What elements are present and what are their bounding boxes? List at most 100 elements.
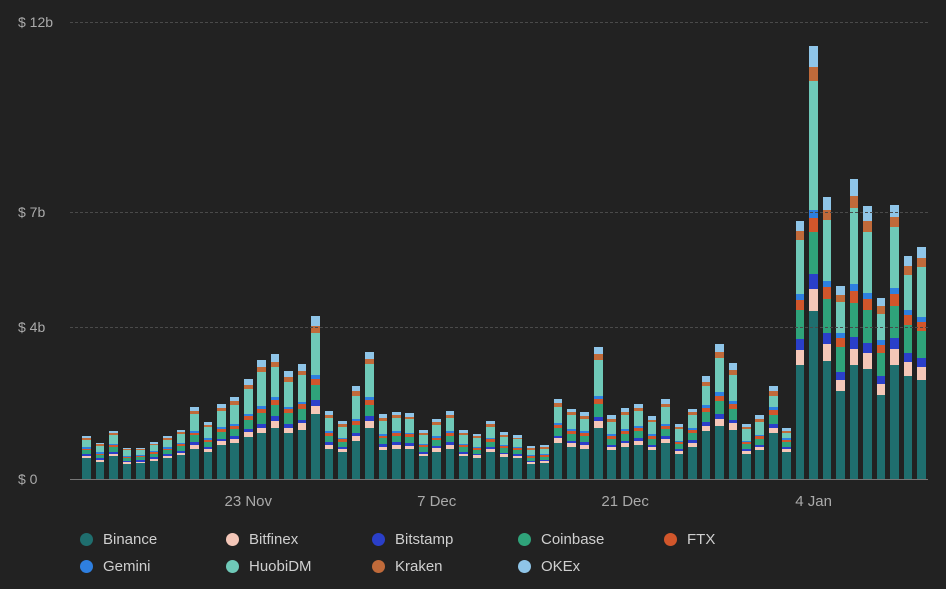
- bar[interactable]: [729, 363, 738, 479]
- bar[interactable]: [809, 46, 818, 479]
- bar-segment-coinbase: [877, 353, 886, 376]
- bar-segment-coinbase: [446, 436, 455, 443]
- gridline: [70, 22, 928, 23]
- bar[interactable]: [123, 448, 132, 479]
- bar-segment-bitstamp: [836, 372, 845, 380]
- bar[interactable]: [715, 344, 724, 479]
- bar[interactable]: [850, 179, 859, 479]
- bar-segment-bitfinex: [594, 421, 603, 428]
- legend-item-bitstamp[interactable]: Bitstamp: [372, 531, 482, 548]
- bar-segment-huobidm: [823, 220, 832, 281]
- bar[interactable]: [446, 411, 455, 479]
- bar-segment-huobidm: [809, 81, 818, 210]
- bar[interactable]: [392, 412, 401, 479]
- bar-segment-coinbase: [890, 306, 899, 338]
- bar[interactable]: [365, 351, 374, 479]
- x-axis-label: 23 Nov: [224, 493, 272, 510]
- gridline: [70, 479, 928, 480]
- bar-segment-binance: [890, 365, 899, 479]
- legend-item-gemini[interactable]: Gemini: [80, 558, 190, 575]
- bar-segment-coinbase: [769, 415, 778, 425]
- bar[interactable]: [769, 386, 778, 479]
- bar[interactable]: [500, 432, 509, 479]
- bar-segment-okex: [823, 197, 832, 210]
- bar[interactable]: [634, 404, 643, 479]
- legend-item-binance[interactable]: Binance: [80, 531, 190, 548]
- legend-swatch-icon: [80, 533, 93, 546]
- bar-segment-binance: [150, 461, 159, 479]
- bar-segment-kraken: [877, 306, 886, 314]
- bar[interactable]: [338, 421, 347, 479]
- bar-segment-binance: [446, 449, 455, 479]
- bar[interactable]: [540, 445, 549, 479]
- bar-segment-binance: [432, 452, 441, 479]
- bar[interactable]: [702, 375, 711, 479]
- bar[interactable]: [877, 298, 886, 479]
- bar[interactable]: [284, 370, 293, 479]
- bar-segment-huobidm: [432, 425, 441, 436]
- bar[interactable]: [204, 422, 213, 479]
- bar[interactable]: [580, 412, 589, 479]
- bar[interactable]: [325, 411, 334, 479]
- bar[interactable]: [796, 221, 805, 479]
- bar[interactable]: [742, 424, 751, 479]
- bar[interactable]: [890, 205, 899, 479]
- bar[interactable]: [554, 399, 563, 479]
- bar[interactable]: [863, 206, 872, 479]
- bar[interactable]: [527, 446, 536, 479]
- bar[interactable]: [836, 286, 845, 479]
- bar[interactable]: [675, 424, 684, 479]
- legend-item-bitfinex[interactable]: Bitfinex: [226, 531, 336, 548]
- bar[interactable]: [904, 255, 913, 479]
- bar-segment-binance: [755, 450, 764, 479]
- bar[interactable]: [244, 379, 253, 479]
- bar-segment-huobidm: [755, 422, 764, 435]
- bar[interactable]: [755, 415, 764, 479]
- bar[interactable]: [190, 407, 199, 479]
- bar[interactable]: [379, 414, 388, 479]
- bar-segment-binance: [338, 452, 347, 479]
- bar[interactable]: [823, 196, 832, 479]
- bar[interactable]: [459, 430, 468, 479]
- bar[interactable]: [271, 354, 280, 479]
- bar-segment-binance: [809, 311, 818, 479]
- bar[interactable]: [513, 435, 522, 479]
- bar[interactable]: [621, 408, 630, 479]
- bar[interactable]: [230, 397, 239, 479]
- bar[interactable]: [163, 436, 172, 479]
- bar[interactable]: [917, 247, 926, 479]
- bar[interactable]: [486, 421, 495, 479]
- bar-segment-huobidm: [688, 415, 697, 428]
- bar[interactable]: [607, 415, 616, 479]
- bar[interactable]: [567, 409, 576, 479]
- bar[interactable]: [661, 399, 670, 479]
- bar-segment-bitfinex: [823, 344, 832, 361]
- bar[interactable]: [405, 413, 414, 479]
- legend-item-ftx[interactable]: FTX: [664, 531, 774, 548]
- bar[interactable]: [257, 359, 266, 479]
- bar[interactable]: [177, 430, 186, 479]
- bar[interactable]: [96, 442, 105, 479]
- bar[interactable]: [298, 364, 307, 479]
- bar[interactable]: [136, 448, 145, 479]
- bar[interactable]: [782, 428, 791, 479]
- bar[interactable]: [150, 442, 159, 479]
- legend-item-coinbase[interactable]: Coinbase: [518, 531, 628, 548]
- bar[interactable]: [432, 418, 441, 479]
- legend-item-huobidm[interactable]: HuobiDM: [226, 558, 336, 575]
- bar[interactable]: [688, 409, 697, 479]
- bar[interactable]: [352, 386, 361, 479]
- bar[interactable]: [648, 416, 657, 479]
- bar[interactable]: [82, 436, 91, 479]
- bar[interactable]: [109, 431, 118, 479]
- legend-item-kraken[interactable]: Kraken: [372, 558, 482, 575]
- bar[interactable]: [473, 434, 482, 479]
- bar[interactable]: [594, 346, 603, 479]
- bar[interactable]: [217, 404, 226, 479]
- bar[interactable]: [311, 316, 320, 479]
- legend-item-okex[interactable]: OKEx: [518, 558, 628, 575]
- bar-segment-okex: [257, 360, 266, 368]
- bar[interactable]: [419, 430, 428, 479]
- bar-segment-huobidm: [177, 434, 186, 443]
- legend-swatch-icon: [226, 533, 239, 546]
